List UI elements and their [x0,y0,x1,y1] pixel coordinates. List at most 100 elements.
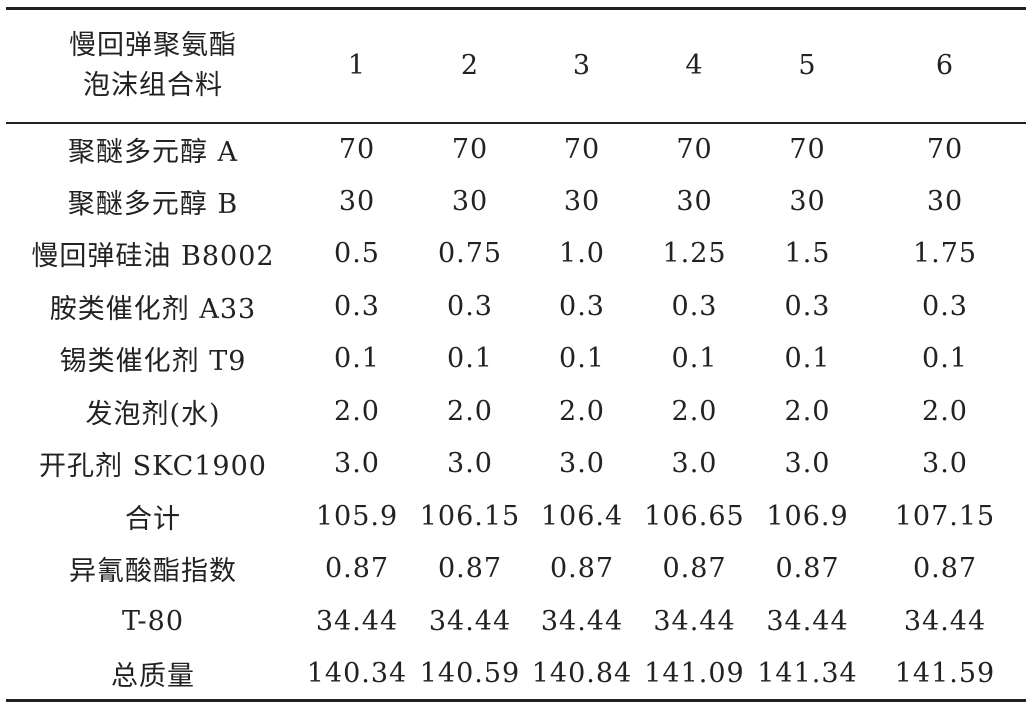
column-header: 3 [572,50,592,82]
cell: 0.1 [447,343,493,375]
cell: 3.0 [784,448,831,480]
cell: 30 [676,185,713,217]
cell: 1.75 [912,238,978,270]
cell: 30 [789,185,826,217]
row-label: 异氰酸酯指数 [69,556,237,588]
cell: 106.4 [540,500,624,532]
row-label: 胺类催化剂 A33 [49,293,257,325]
cell: 0.3 [922,290,968,322]
cell: 0.3 [671,290,718,322]
cell: 0.3 [334,290,380,322]
cell: 70 [563,133,601,165]
cell: 106.9 [766,500,849,532]
cell: 34.44 [653,605,736,637]
cell: 0.87 [662,553,727,585]
cell: 3.0 [671,448,718,480]
corner-line: 慢回弹聚氨酯 [69,29,237,61]
cell: 70 [676,133,713,165]
cell: 3.0 [922,448,968,480]
cell: 1.0 [559,238,605,270]
table-row: 聚醚多元醇 B 30 30 30 30 30 30 [6,175,1026,228]
cell: 0.3 [559,290,605,322]
column-header: 2 [460,50,480,82]
cell: 141.59 [894,657,996,689]
table-row: 慢回弹硅油 B8002 0.5 0.75 1.0 1.25 1.5 1.75 [6,228,1026,281]
cell: 140.84 [531,657,633,689]
cell: 0.3 [784,290,831,322]
cell: 70 [451,133,489,165]
corner-cell: 慢回弹聚氨酯 泡沫组合料 [6,9,300,123]
cell: 34.44 [903,605,987,637]
cell: 106.65 [644,500,745,532]
table-row: 胺类催化剂 A33 0.3 0.3 0.3 0.3 0.3 0.3 [6,280,1026,333]
cell: 3.0 [559,448,605,480]
cell: 0.1 [559,343,605,375]
cell: 141.09 [644,657,745,689]
cell: 0.87 [437,553,503,585]
cell: 107.15 [894,500,996,532]
cell: 0.87 [324,553,390,585]
cell: 2.0 [671,395,718,427]
cell: 0.1 [671,343,718,375]
corner-line: 泡沫组合料 [83,69,223,101]
cell: 30 [563,185,601,217]
cell: 0.1 [922,343,968,375]
cell: 1.25 [662,238,727,270]
column-header: 5 [798,50,817,82]
column-header: 4 [685,50,704,82]
cell: 2.0 [559,395,605,427]
cell: 140.34 [306,657,408,689]
row-label: 锡类催化剂 T9 [59,346,247,378]
row-label: 开孔剂 SKC1900 [39,451,267,483]
table-row: 异氰酸酯指数 0.87 0.87 0.87 0.87 0.87 0.87 [6,543,1026,596]
cell: 30 [338,185,376,217]
cell: 2.0 [447,395,493,427]
cell: 1.5 [784,238,831,270]
cell: 2.0 [922,395,968,427]
cell: 30 [451,185,489,217]
cell: 0.87 [912,553,978,585]
table-body: 聚醚多元醇 A 70 70 70 70 70 70 聚醚多元醇 B 30 30 30 30 30 30 慢回… [6,123,1026,700]
row-label: T-80 [121,605,184,637]
cell: 30 [926,185,964,217]
cell: 3.0 [334,448,380,480]
row-label: 聚醚多元醇 A [67,136,239,168]
table-row: 发泡剂(水) 2.0 2.0 2.0 2.0 2.0 2.0 [6,385,1026,438]
table-header: 慢回弹聚氨酯 泡沫组合料 1 2 3 4 5 6 [6,8,1026,123]
cell: 34.44 [428,605,512,637]
column-header: 1 [347,50,367,82]
table-row: 合计 105.9 106.15 106.4 106.65 106.9 107.15 [6,490,1026,543]
cell: 0.75 [437,238,503,270]
cell: 0.1 [334,343,380,375]
cell: 70 [926,133,964,165]
header-row: 慢回弹聚氨酯 泡沫组合料 1 2 3 4 5 6 [6,8,1026,123]
cell: 0.5 [334,238,380,270]
column-header: 6 [935,50,955,82]
cell: 0.3 [447,290,493,322]
row-label: 慢回弹硅油 B8002 [31,241,275,273]
cell: 2.0 [334,395,380,427]
table: 慢回弹聚氨酯 泡沫组合料 1 2 3 4 5 6 聚醚多元醇 A 70 70 70 70 70 70 聚醚多… [6,7,1026,702]
table-row: T-80 34.44 34.44 34.44 34.44 34.44 34.44 [6,595,1026,648]
row-label: 合计 [125,503,181,535]
row-label: 聚醚多元醇 B [67,188,239,220]
cell: 0.1 [784,343,831,375]
cell: 34.44 [766,605,849,637]
cell: 70 [789,133,826,165]
row-label: 总质量 [111,660,195,692]
cell: 0.87 [549,553,615,585]
cell: 106.15 [419,500,521,532]
row-label: 发泡剂(水) [85,398,221,430]
cell: 70 [338,133,376,165]
table-row: 开孔剂 SKC1900 3.0 3.0 3.0 3.0 3.0 3.0 [6,438,1026,491]
cell: 2.0 [784,395,831,427]
cell: 34.44 [315,605,399,637]
cell: 105.9 [315,500,399,532]
table-row: 聚醚多元醇 A 70 70 70 70 70 70 [6,123,1026,176]
cell: 34.44 [540,605,624,637]
table-row: 锡类催化剂 T9 0.1 0.1 0.1 0.1 0.1 0.1 [6,333,1026,386]
cell: 140.59 [419,657,521,689]
table-row: 总质量 140.34 140.59 140.84 141.09 141.34 141.59 [6,648,1026,700]
cell: 141.34 [757,657,858,689]
cell: 0.87 [775,553,840,585]
